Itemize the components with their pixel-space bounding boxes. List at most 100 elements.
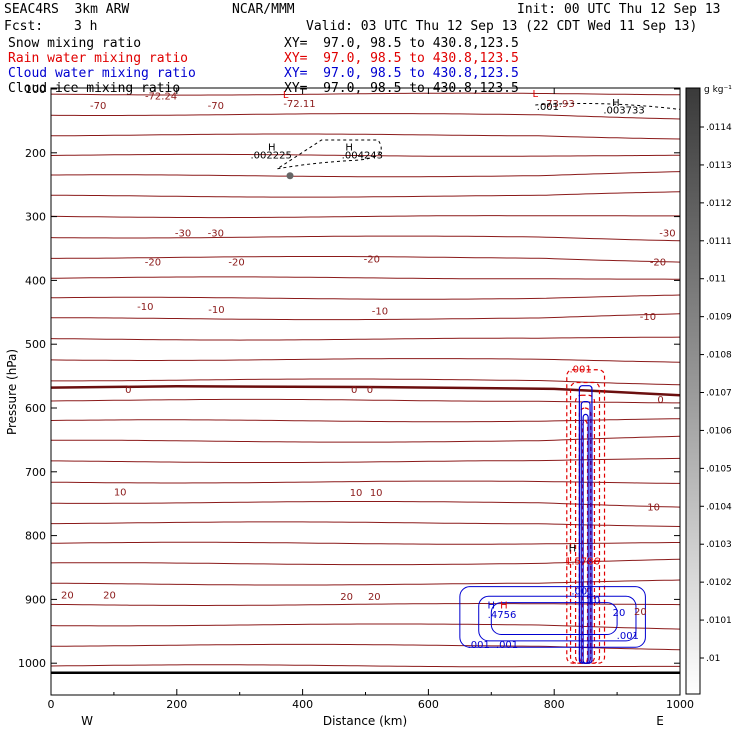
isotherm-label: -70 xyxy=(208,101,224,112)
isotherm-line xyxy=(51,235,680,242)
field-name-rain: Rain water mixing ratio xyxy=(8,51,189,66)
isotherm-label: -20 xyxy=(228,257,244,268)
field-xy-rain: XY= 97.0, 98.5 to 430.8,123.5 xyxy=(284,51,519,66)
colorbar-tick-label: .011 xyxy=(706,275,726,285)
isotherm-line xyxy=(51,501,680,508)
isotherm-line xyxy=(51,336,680,341)
y-tick-label: 100 xyxy=(25,83,46,96)
isotherm-line xyxy=(51,133,680,140)
y-axis-label: Pressure (hPa) xyxy=(5,349,19,435)
extremum-label: L xyxy=(533,89,539,100)
colorbar: .0114 .0113 .0112 .0111 .011 .0109 .0108 .0107.… xyxy=(685,85,732,695)
isotherm-label: 10 xyxy=(370,488,383,499)
isotherm-label: -10 xyxy=(208,305,224,316)
extremum-label: 20 xyxy=(613,608,626,619)
colorbar-tick-label: .0101 xyxy=(706,616,732,626)
extremum-label: 1.5786 xyxy=(565,556,600,567)
isotherm-line xyxy=(51,378,680,386)
rain-contour xyxy=(574,394,596,664)
y-tick-label: 800 xyxy=(25,530,46,543)
field-name-cloud-water: Cloud water mixing ratio xyxy=(8,66,196,81)
isotherm-line xyxy=(51,215,680,219)
isotherm-label: 10 xyxy=(350,488,363,499)
isotherm-label: -30 xyxy=(659,229,675,240)
snow-contours xyxy=(277,102,680,180)
isotherm-label: 0 xyxy=(367,385,373,396)
colorbar-tick-label: .0111 xyxy=(706,237,732,247)
extremum-label: .001 xyxy=(468,640,490,651)
extremum-label: 10 xyxy=(587,595,600,606)
extremum-label: H xyxy=(569,544,577,555)
field-xy-cloud-water: XY= 97.0, 98.5 to 430.8,123.5 xyxy=(284,66,519,81)
y-tick-label: 600 xyxy=(25,402,46,415)
isotherm-label: 20 xyxy=(103,590,116,601)
rain-water-contours xyxy=(566,369,606,664)
isotherm-line xyxy=(51,294,680,300)
extremum-label: .4756 xyxy=(488,610,517,621)
field-xy-snow: XY= 97.0, 98.5 to 430.8,123.5 xyxy=(284,36,519,51)
isotherm-line xyxy=(51,521,680,527)
extremum-label: .001 xyxy=(571,586,593,597)
isotherm-label: -30 xyxy=(175,229,191,240)
isotherm-line xyxy=(51,191,680,198)
isotherm-label: -72.24 xyxy=(145,91,177,102)
x-tick-label: 200 xyxy=(166,698,187,711)
isotherm-label: 10 xyxy=(647,502,660,513)
isotherm-label: -20 xyxy=(364,255,380,266)
rain-contour xyxy=(569,381,601,664)
init-time: Init: 00 UTC Thu 12 Sep 13 xyxy=(517,2,721,17)
colorbar-ramp xyxy=(685,87,701,695)
isotherm-label: 0 xyxy=(125,385,131,396)
x-tick-label: 1000 xyxy=(666,698,694,711)
colorbar-tick-label: .0107 xyxy=(706,389,732,399)
extremum-label: H xyxy=(488,601,496,612)
snow-contour xyxy=(277,139,382,170)
extremum-label: .004243 xyxy=(342,151,383,162)
extremum-label: .001 xyxy=(537,102,559,113)
isotherm-line xyxy=(51,113,680,120)
model-title: SEAC4RS 3km ARW xyxy=(4,2,130,17)
colorbar-tick-label: .0105 xyxy=(706,464,732,474)
cloud-water-contour xyxy=(459,586,646,648)
snow-contour xyxy=(535,102,680,110)
isotherm-line xyxy=(51,398,680,404)
y-tick-label: 400 xyxy=(25,274,46,287)
isotherm-line xyxy=(51,480,680,484)
contour-labels: -72.24 -70 -70 -72.11 -73.93 -30 -30 -30 -20 -20 -… xyxy=(61,89,676,651)
colorbar-tick-label: .0112 xyxy=(706,199,732,209)
isotherm-label: 20 xyxy=(340,592,353,603)
colorbar-tick-label: .0109 xyxy=(706,313,732,323)
isotherm-line xyxy=(51,457,680,463)
isotherm-line xyxy=(51,579,680,586)
colorbar-tick-label: .0106 xyxy=(706,426,732,436)
isotherm-line xyxy=(51,435,680,443)
y-tick-label: 500 xyxy=(25,338,46,351)
cloud-water-contour xyxy=(490,602,618,635)
isotherm-label: -10 xyxy=(372,306,388,317)
y-tick-label: 700 xyxy=(25,466,46,479)
extremum-label: .002225 xyxy=(250,151,291,162)
cloud-water-contours xyxy=(459,385,646,664)
colorbar-tick-label: .0108 xyxy=(706,351,732,361)
isotherm-label: -20 xyxy=(650,257,666,268)
east-label: E xyxy=(656,714,664,728)
isotherm-line xyxy=(51,358,680,363)
fcst-label: Fcst: xyxy=(4,19,44,34)
rain-contour xyxy=(581,420,589,664)
colorbar-tick-label: .0114 xyxy=(706,123,732,133)
extremum-label: H xyxy=(500,601,508,612)
extremum-label: .003733 xyxy=(603,105,644,116)
isotherm-line xyxy=(51,92,680,96)
isotherm-label: -10 xyxy=(640,312,656,323)
y-tick-label: 900 xyxy=(25,593,46,606)
colorbar-tick-label: .01 xyxy=(706,654,720,664)
extremum-label: H xyxy=(268,142,276,153)
colorbar-tick-label: .0104 xyxy=(706,502,732,512)
isotherm-label: 20 xyxy=(368,592,381,603)
org-label: NCAR/MMM xyxy=(232,2,295,17)
y-tick-label: 200 xyxy=(25,147,46,160)
isotherm-label: 20 xyxy=(634,607,647,618)
isotherm-line xyxy=(51,256,680,263)
